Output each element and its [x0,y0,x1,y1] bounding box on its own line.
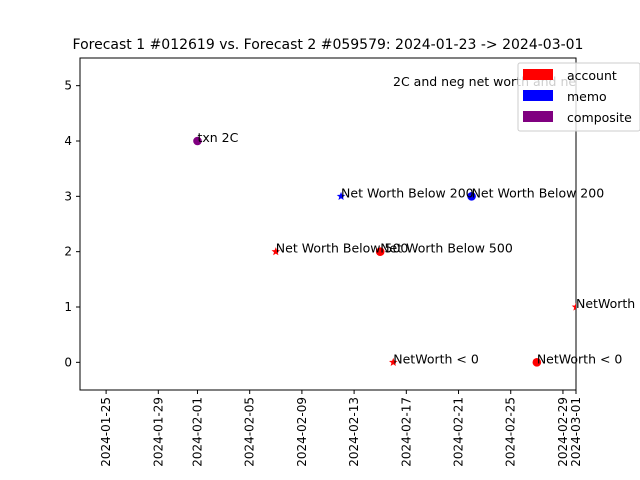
x-tick-label: 2024-02-01 [190,397,204,467]
legend-label: account [567,68,617,83]
legend-swatch [523,90,553,101]
point-annotation: Net Worth Below 500 [276,241,409,256]
point-annotation: Net Worth Below 500 [380,241,513,256]
data-point-circle [532,358,542,367]
data-points [193,136,576,367]
x-tick-label: 2024-02-25 [504,397,518,467]
chart-title: Forecast 1 #012619 vs. Forecast 2 #05957… [73,37,584,53]
point-annotation: Net Worth Below 200 [472,185,605,200]
data-point-star [336,191,346,200]
x-axis: 2024-01-25 2024-01-29 2024-02-01 2024-02-05… [99,390,583,467]
data-point-star [571,302,576,311]
point-annotation: txn 2C [197,130,238,145]
y-tick-label: 1 [64,300,72,314]
y-tick-label: 2 [64,245,72,259]
point-annotation: NetWorth < 0 [537,351,623,366]
y-tick-label: 0 [64,355,72,369]
plot-area [79,57,577,391]
y-tick-label: 3 [64,189,72,203]
legend: account memo composite [517,62,640,132]
data-point-circle [375,247,385,256]
x-tick-label: 2024-02-17 [399,397,413,467]
data-point-star [271,247,281,256]
x-tick-label: 2024-01-25 [99,397,113,467]
x-tick-label: 2024-02-29 [556,397,570,467]
data-point-circle [467,192,476,201]
x-tick-label: 2024-02-09 [295,397,309,467]
x-tick-label: 2024-03-01 [569,397,583,467]
data-point-circle [193,136,202,146]
point-annotation: Net Worth Below 200 [341,185,474,200]
legend-label: composite [567,110,632,125]
point-annotation: NetWorth < 0 [393,351,479,366]
data-point-star [388,357,398,366]
legend-swatch [523,69,553,80]
legend-label: memo [567,89,607,104]
y-tick-label: 5 [64,79,72,93]
point-annotation: NetWorth [576,296,635,311]
y-tick-label: 4 [64,134,72,148]
legend-swatch [523,111,553,122]
x-tick-label: 2024-02-13 [347,397,361,467]
x-tick-label: 2024-01-29 [151,397,165,467]
x-tick-label: 2024-02-05 [243,397,257,467]
y-axis: 0 1 2 3 4 5 [64,79,80,369]
x-tick-label: 2024-02-21 [452,397,466,467]
